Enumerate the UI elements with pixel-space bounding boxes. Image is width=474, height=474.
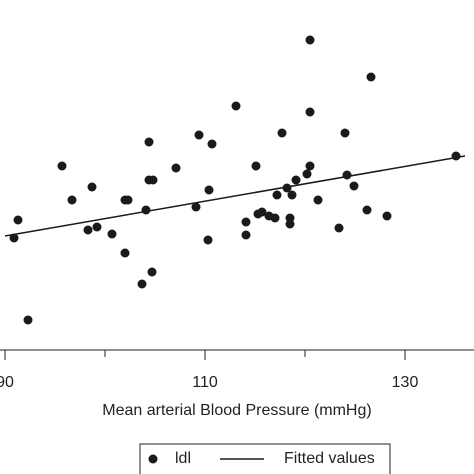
scatter-point bbox=[13, 215, 23, 225]
scatter-point bbox=[313, 195, 323, 205]
scatter-point bbox=[302, 169, 312, 179]
scatter-point bbox=[272, 190, 282, 200]
scatter-point bbox=[148, 175, 158, 185]
scatter-point bbox=[287, 190, 297, 200]
legend-box bbox=[139, 443, 391, 474]
x-tick-label: 130 bbox=[392, 374, 419, 391]
scatter-point bbox=[107, 229, 117, 239]
scatter-point bbox=[141, 205, 151, 215]
scatter-point bbox=[349, 181, 359, 191]
scatter-point bbox=[282, 183, 292, 193]
scatter-point bbox=[87, 182, 97, 192]
scatter-point bbox=[257, 207, 267, 217]
scatter-point bbox=[120, 248, 130, 258]
scatter-point bbox=[57, 161, 67, 171]
x-axis-label: Mean arterial Blood Pressure (mmHg) bbox=[102, 402, 371, 419]
scatter-point bbox=[203, 235, 213, 245]
scatter-point bbox=[285, 219, 295, 229]
scatter-point bbox=[231, 101, 241, 111]
scatter-point bbox=[23, 315, 33, 325]
legend-label: ldl bbox=[175, 450, 191, 467]
scatter-point bbox=[204, 185, 214, 195]
scatter-point bbox=[67, 195, 77, 205]
scatter-point bbox=[191, 202, 201, 212]
scatter-point bbox=[366, 72, 376, 82]
scatter-point bbox=[305, 161, 315, 171]
legend-marker bbox=[148, 454, 158, 464]
scatter-point bbox=[171, 163, 181, 173]
scatter-point bbox=[207, 139, 217, 149]
legend-label: Fitted values bbox=[284, 450, 375, 467]
scatter-point bbox=[144, 137, 154, 147]
scatter-point bbox=[342, 170, 352, 180]
scatter-point bbox=[382, 211, 392, 221]
scatter-point bbox=[251, 161, 261, 171]
scatter-point bbox=[241, 217, 251, 227]
scatter-point bbox=[340, 128, 350, 138]
x-tick-label: 90 bbox=[0, 374, 14, 391]
scatter-point bbox=[305, 107, 315, 117]
scatter-point bbox=[123, 195, 133, 205]
scatter-point bbox=[147, 267, 157, 277]
scatter-point bbox=[291, 175, 301, 185]
scatter-point bbox=[9, 233, 19, 243]
scatter-point bbox=[83, 225, 93, 235]
scatter-point bbox=[451, 151, 461, 161]
scatter-point bbox=[92, 222, 102, 232]
scatter-point bbox=[305, 35, 315, 45]
scatter-point bbox=[334, 223, 344, 233]
scatter-point bbox=[277, 128, 287, 138]
fit-line bbox=[4, 155, 466, 237]
scatter-point bbox=[137, 279, 147, 289]
scatter-point bbox=[270, 213, 280, 223]
scatter-point bbox=[194, 130, 204, 140]
scatter-point bbox=[241, 230, 251, 240]
scatter-point bbox=[362, 205, 372, 215]
x-tick-label: 110 bbox=[192, 374, 218, 391]
